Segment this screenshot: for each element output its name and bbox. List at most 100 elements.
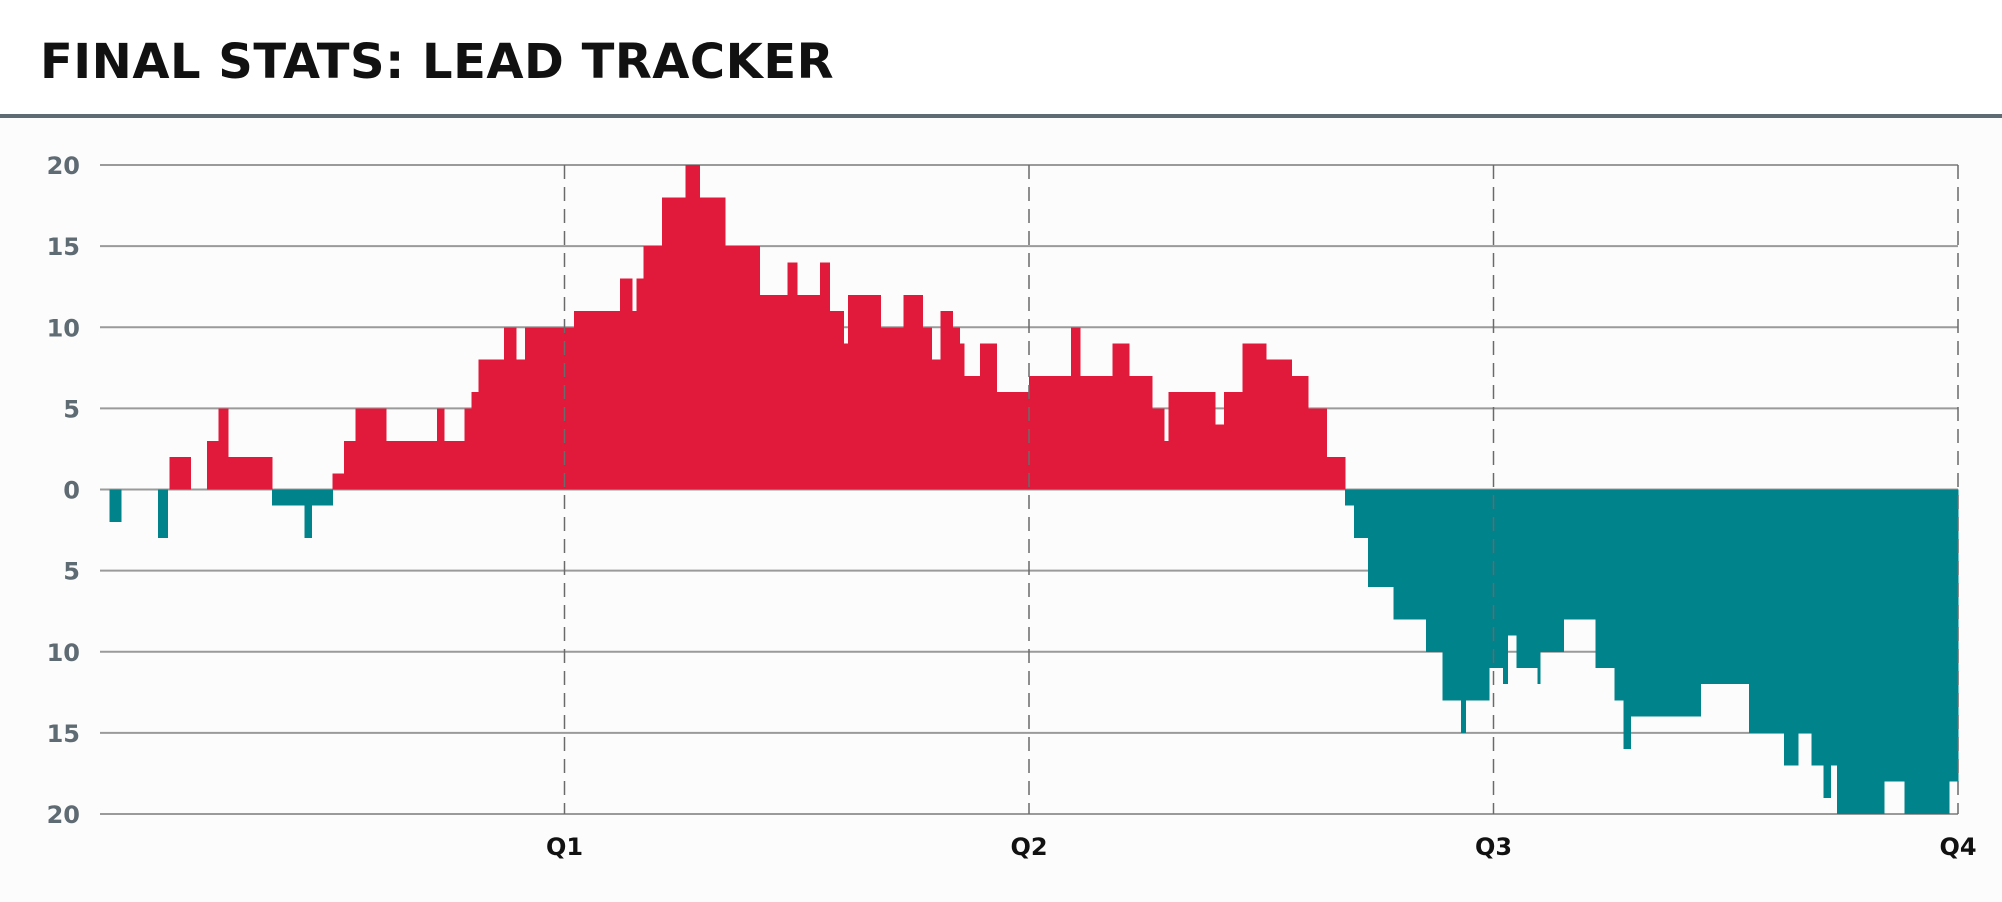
lead-bar-home	[662, 197, 686, 490]
y-tick-label: 0	[63, 477, 80, 505]
lead-bar-home	[996, 392, 1030, 490]
lead-bar-home	[1307, 408, 1327, 490]
lead-bar-away	[158, 489, 168, 539]
lead-bar-away	[1488, 489, 1504, 668]
lead-bar-home	[819, 262, 830, 490]
lead-bar-away	[1830, 489, 1838, 766]
lead-bar-away	[1368, 489, 1395, 587]
lead-bar-home	[206, 440, 220, 490]
lead-bar-away	[304, 489, 312, 539]
lead-bar-home	[1265, 359, 1293, 490]
y-axis-tick-labels: 20 15 10 5 0 5 10 15 20	[47, 152, 80, 829]
lead-bar-home	[1168, 392, 1216, 490]
lead-bar-away	[1354, 489, 1369, 539]
lead-bar-home	[1112, 343, 1130, 490]
lead-bar-home	[385, 440, 438, 490]
lead-bar-home	[332, 473, 345, 490]
lead-bar-home	[1152, 408, 1165, 490]
page-title: FINAL STATS: LEAD TRACKER	[40, 34, 835, 90]
lead-bar-home	[980, 343, 998, 490]
lead-bar-home	[759, 294, 789, 490]
lead-bar-home	[931, 359, 942, 490]
lead-bar-home	[796, 294, 821, 490]
y-tick-label: 20	[47, 152, 80, 180]
x-tick-label: Q1	[546, 833, 583, 861]
lead-bar-home	[787, 262, 798, 490]
lead-bar-away	[1797, 489, 1813, 733]
lead-bar-away	[1748, 489, 1785, 733]
lead-bar-home	[1163, 440, 1169, 490]
lead-bar-home	[1070, 327, 1081, 490]
lead-bar-home	[903, 294, 923, 490]
lead-bar-home	[724, 246, 761, 490]
lead-bar-home	[169, 457, 192, 490]
lead-bar-away	[1904, 489, 1950, 814]
lead-bar-away	[1393, 489, 1427, 620]
lead-bar-away	[1948, 489, 1959, 782]
lead-bar-home	[464, 408, 473, 490]
lead-bars	[109, 165, 1959, 814]
x-tick-label: Q2	[1010, 833, 1047, 861]
y-tick-label: 10	[47, 639, 80, 667]
lead-bar-away	[1623, 489, 1632, 750]
y-tick-label: 5	[63, 558, 80, 586]
y-tick-label: 5	[63, 395, 80, 423]
quarter-divider-lines	[563, 165, 1959, 814]
lead-bar-away	[1595, 489, 1615, 668]
x-tick-label: Q3	[1475, 833, 1512, 861]
lead-bar-home	[1242, 343, 1267, 490]
lead-bar-home	[355, 408, 387, 490]
lead-bar-away	[1630, 489, 1701, 717]
lead-bar-home	[922, 327, 933, 490]
lead-bar-home	[631, 311, 638, 490]
lead-bar-away	[1883, 489, 1906, 782]
lead-bar-away	[1823, 489, 1831, 798]
lead-bar-home	[471, 392, 480, 490]
lead-bar-home	[525, 327, 575, 490]
lead-bar-away	[1460, 489, 1467, 733]
lead-bar-away	[1614, 489, 1625, 701]
lead-bar-away	[311, 489, 333, 506]
lead-bar-away	[1507, 489, 1518, 636]
y-tick-label: 15	[47, 233, 80, 261]
lead-bar-home	[963, 375, 981, 490]
lead-bar-away	[1783, 489, 1799, 766]
lead-bar-home	[699, 197, 726, 490]
lead-bar-home	[685, 165, 700, 490]
lead-bar-away	[1442, 489, 1462, 701]
lead-bar-home	[515, 359, 526, 490]
lead-bar-home	[1214, 424, 1225, 490]
lead-bar-away	[1502, 489, 1509, 685]
lead-bar-home	[643, 246, 663, 490]
lead-bar-home	[218, 408, 229, 490]
lead-bar-home	[880, 327, 905, 490]
lead-bar-home	[343, 440, 357, 490]
lead-bar-home	[1080, 375, 1114, 490]
lead-bar-home	[952, 327, 960, 490]
lead-bar-away	[1563, 489, 1597, 620]
lead-bar-away	[1426, 489, 1444, 652]
lead-bar-home	[1128, 375, 1153, 490]
y-tick-label: 15	[47, 720, 80, 748]
lead-bar-home	[443, 440, 466, 490]
lead-bar-away	[1465, 489, 1490, 701]
lead-bar-home	[847, 294, 881, 490]
lead-bar-away	[271, 489, 305, 506]
lead-bar-away	[1516, 489, 1539, 668]
lead-bar-away	[1539, 489, 1564, 652]
lead-bar-home	[843, 343, 849, 490]
lead-tracker-chart: 20 15 10 5 0 5 10 15 20 Q1 Q2 Q3 Q4	[47, 152, 1977, 861]
lead-bar-away	[1837, 489, 1885, 814]
lead-bar-home	[1224, 392, 1244, 490]
lead-bar-home	[1326, 457, 1346, 490]
lead-bar-away	[1700, 489, 1750, 685]
lead-bar-home	[573, 311, 621, 490]
lead-bar-home	[620, 278, 633, 490]
lead-bar-away	[1344, 489, 1355, 506]
x-tick-label: Q4	[1939, 833, 1976, 861]
lead-bar-away	[1537, 489, 1541, 685]
y-tick-label: 20	[47, 801, 80, 829]
lead-bar-home	[1291, 375, 1309, 490]
lead-bar-home	[436, 408, 445, 490]
lead-bar-home	[1029, 375, 1072, 490]
